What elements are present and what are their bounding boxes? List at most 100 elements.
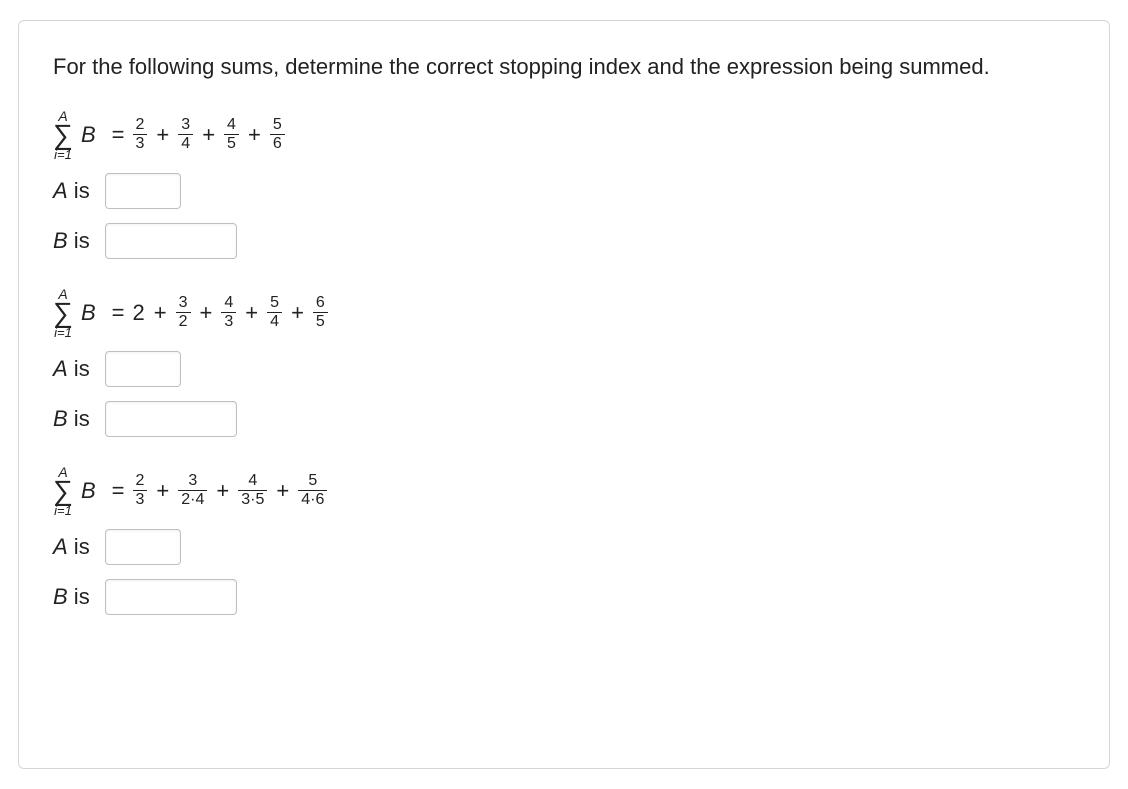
answer-label-is: is xyxy=(68,584,90,609)
fraction: 32 xyxy=(176,294,191,331)
sigma-glyph: ∑ xyxy=(53,299,73,327)
sigma-lower-limit: i=1 xyxy=(54,326,72,339)
sigma-glyph: ∑ xyxy=(53,121,73,149)
fraction-denominator: 3 xyxy=(221,313,236,331)
sigma-lower-limit: i=1 xyxy=(54,504,72,517)
plus-sign: + xyxy=(291,300,304,326)
answer-label-b: B is xyxy=(53,228,105,254)
answer-input-a[interactable] xyxy=(105,351,181,387)
equation: A∑i=1B=23+32·4+43·5+54·6 xyxy=(53,465,1075,517)
answer-label-is: is xyxy=(68,356,90,381)
plus-sign: + xyxy=(248,122,261,148)
fraction-numerator: 4 xyxy=(221,294,236,312)
fraction: 54 xyxy=(267,294,282,331)
fraction-denominator: 3·5 xyxy=(238,491,267,509)
summand-variable: B xyxy=(81,122,96,148)
answer-input-a[interactable] xyxy=(105,529,181,565)
fraction-denominator: 4 xyxy=(267,313,282,331)
fraction-denominator: 3 xyxy=(133,491,148,509)
fraction-numerator: 2 xyxy=(133,116,148,134)
summation-symbol: A∑i=1 xyxy=(53,109,73,161)
fraction-numerator: 3 xyxy=(185,472,200,490)
equation: A∑i=1B=2+32+43+54+65 xyxy=(53,287,1075,339)
answer-label-is: is xyxy=(68,178,90,203)
plus-sign: + xyxy=(276,478,289,504)
fraction-denominator: 6 xyxy=(270,135,285,153)
answer-label-a: A is xyxy=(53,356,105,382)
answer-label-b: B is xyxy=(53,406,105,432)
fraction-numerator: 6 xyxy=(313,294,328,312)
answer-row-b: B is xyxy=(53,223,1075,259)
fraction: 65 xyxy=(313,294,328,331)
answer-label-is: is xyxy=(68,534,90,559)
fraction: 32·4 xyxy=(178,472,207,509)
fraction-denominator: 3 xyxy=(133,135,148,153)
fraction: 43 xyxy=(221,294,236,331)
answer-input-b[interactable] xyxy=(105,223,237,259)
answer-label-is: is xyxy=(68,406,90,431)
fraction-denominator: 2 xyxy=(176,313,191,331)
plus-sign: + xyxy=(216,478,229,504)
fraction: 23 xyxy=(133,116,148,153)
answer-row-b: B is xyxy=(53,579,1075,615)
summation-symbol: A∑i=1 xyxy=(53,465,73,517)
fraction-denominator: 4 xyxy=(178,135,193,153)
answer-label-var: A xyxy=(53,356,68,381)
answer-row-a: A is xyxy=(53,173,1075,209)
answer-label-var: A xyxy=(53,534,68,559)
equation: A∑i=1B=23+34+45+56 xyxy=(53,109,1075,161)
answer-row-b: B is xyxy=(53,401,1075,437)
answer-label-b: B is xyxy=(53,584,105,610)
fraction: 34 xyxy=(178,116,193,153)
answer-input-a[interactable] xyxy=(105,173,181,209)
fraction: 43·5 xyxy=(238,472,267,509)
answer-input-b[interactable] xyxy=(105,401,237,437)
plus-sign: + xyxy=(156,122,169,148)
fraction: 23 xyxy=(133,472,148,509)
summation-symbol: A∑i=1 xyxy=(53,287,73,339)
problem: A∑i=1B=2+32+43+54+65A isB is xyxy=(53,287,1075,437)
fraction-denominator: 4·6 xyxy=(298,491,327,509)
fraction: 45 xyxy=(224,116,239,153)
fraction: 56 xyxy=(270,116,285,153)
answer-label-is: is xyxy=(68,228,90,253)
answer-input-b[interactable] xyxy=(105,579,237,615)
instruction-text: For the following sums, determine the co… xyxy=(53,51,1075,83)
question-card: For the following sums, determine the co… xyxy=(18,20,1110,769)
sigma-lower-limit: i=1 xyxy=(54,148,72,161)
fraction-numerator: 4 xyxy=(245,472,260,490)
fraction: 54·6 xyxy=(298,472,327,509)
plus-sign: + xyxy=(245,300,258,326)
problem: A∑i=1B=23+34+45+56A isB is xyxy=(53,109,1075,259)
problem: A∑i=1B=23+32·4+43·5+54·6A isB is xyxy=(53,465,1075,615)
plus-sign: + xyxy=(200,300,213,326)
fraction-numerator: 5 xyxy=(267,294,282,312)
fraction-numerator: 3 xyxy=(176,294,191,312)
problems-container: A∑i=1B=23+34+45+56A isB isA∑i=1B=2+32+43… xyxy=(53,109,1075,615)
plus-sign: + xyxy=(156,478,169,504)
fraction-numerator: 4 xyxy=(224,116,239,134)
fraction-numerator: 5 xyxy=(270,116,285,134)
equals-sign: = xyxy=(112,478,125,504)
summand-variable: B xyxy=(81,478,96,504)
summand-variable: B xyxy=(81,300,96,326)
fraction-denominator: 5 xyxy=(313,313,328,331)
fraction-numerator: 2 xyxy=(133,472,148,490)
fraction-denominator: 2·4 xyxy=(178,491,207,509)
answer-label-var: B xyxy=(53,406,68,431)
answer-row-a: A is xyxy=(53,351,1075,387)
answer-label-var: B xyxy=(53,228,68,253)
answer-row-a: A is xyxy=(53,529,1075,565)
page: For the following sums, determine the co… xyxy=(0,0,1128,789)
equals-sign: = xyxy=(112,300,125,326)
plain-term: 2 xyxy=(133,300,145,326)
answer-label-a: A is xyxy=(53,178,105,204)
answer-label-var: A xyxy=(53,178,68,203)
answer-label-var: B xyxy=(53,584,68,609)
answer-label-a: A is xyxy=(53,534,105,560)
sigma-glyph: ∑ xyxy=(53,477,73,505)
fraction-numerator: 5 xyxy=(305,472,320,490)
plus-sign: + xyxy=(154,300,167,326)
fraction-numerator: 3 xyxy=(178,116,193,134)
fraction-denominator: 5 xyxy=(224,135,239,153)
